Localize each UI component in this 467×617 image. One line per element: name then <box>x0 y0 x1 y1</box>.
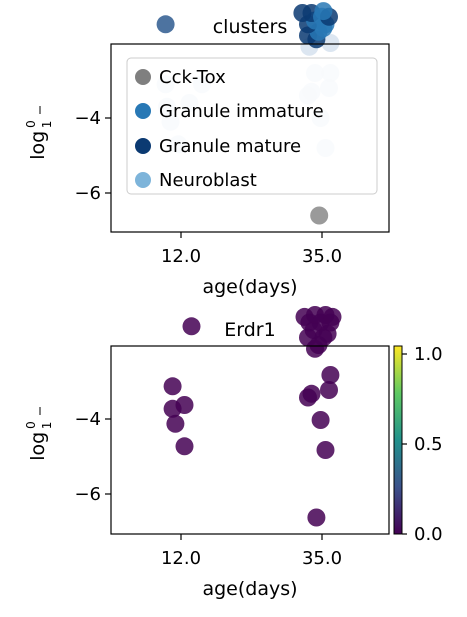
legend: Cck-Tox Granule immature Granule mature … <box>126 57 378 195</box>
legend-label: Cck-Tox <box>159 67 226 88</box>
panel-title: Erdr1 <box>224 319 275 341</box>
colorbar-gradient <box>393 345 403 535</box>
scatter-point <box>314 2 333 21</box>
scatter-point <box>320 381 338 399</box>
scatter-point <box>175 396 194 414</box>
scatter-points <box>163 306 342 527</box>
y-axis-label: log0 1 <box>24 407 54 461</box>
scatter-point <box>175 437 194 456</box>
y-tick-label: −4 <box>74 108 101 129</box>
scatter-point <box>302 384 321 403</box>
y-axis-label: log0 1 <box>24 106 54 160</box>
plot-frame <box>110 43 390 233</box>
x-tick-label: 12.0 <box>161 246 201 267</box>
scatter-point <box>293 4 312 22</box>
legend-label: Neuroblast <box>159 170 257 191</box>
colorbar-tick-label: 0.5 <box>414 434 443 455</box>
scatter-point <box>166 414 185 433</box>
x-tick-label: 35.0 <box>302 548 342 569</box>
scatter-point <box>156 15 175 34</box>
y-tick-label: −6 <box>74 183 101 204</box>
scatter-point <box>321 366 340 384</box>
scatter-point <box>182 317 201 336</box>
scatter-point <box>316 441 335 459</box>
x-axis-label: age(days) <box>202 578 297 600</box>
scatter-point <box>311 411 330 429</box>
legend-marker <box>135 172 151 188</box>
colorbar-tick-label: 1.0 <box>414 344 443 365</box>
scatter-point <box>163 377 182 396</box>
legend-marker <box>135 103 151 119</box>
legend-box <box>126 57 378 195</box>
legend-label: Granule immature <box>159 101 324 122</box>
panel-title: clusters <box>213 16 288 38</box>
legend-label: Granule mature <box>159 136 301 157</box>
scatter-point <box>310 206 329 225</box>
colorbar-tick-label: 0.0 <box>414 524 443 545</box>
scatter-point <box>307 508 326 527</box>
y-tick-label: −6 <box>74 484 101 505</box>
legend-marker <box>135 69 151 85</box>
scatter-point <box>321 34 340 52</box>
y-tick-label: −4 <box>74 409 101 430</box>
scatter-point <box>295 307 314 326</box>
scatter-point <box>323 307 342 326</box>
x-axis-label: age(days) <box>202 276 297 298</box>
legend-marker <box>135 138 151 154</box>
panel-erdr1: Erdr1 −4 −6 12.0 35.0 age(days) log0 1 1.… <box>24 306 443 600</box>
x-tick-label: 12.0 <box>161 548 201 569</box>
panel-clusters: clusters Cck-Tox Granule immature Granul… <box>24 2 390 298</box>
colorbar: 1.0 0.5 0.0 <box>393 344 443 545</box>
plot-frame <box>110 345 390 535</box>
x-tick-label: 35.0 <box>302 246 342 267</box>
